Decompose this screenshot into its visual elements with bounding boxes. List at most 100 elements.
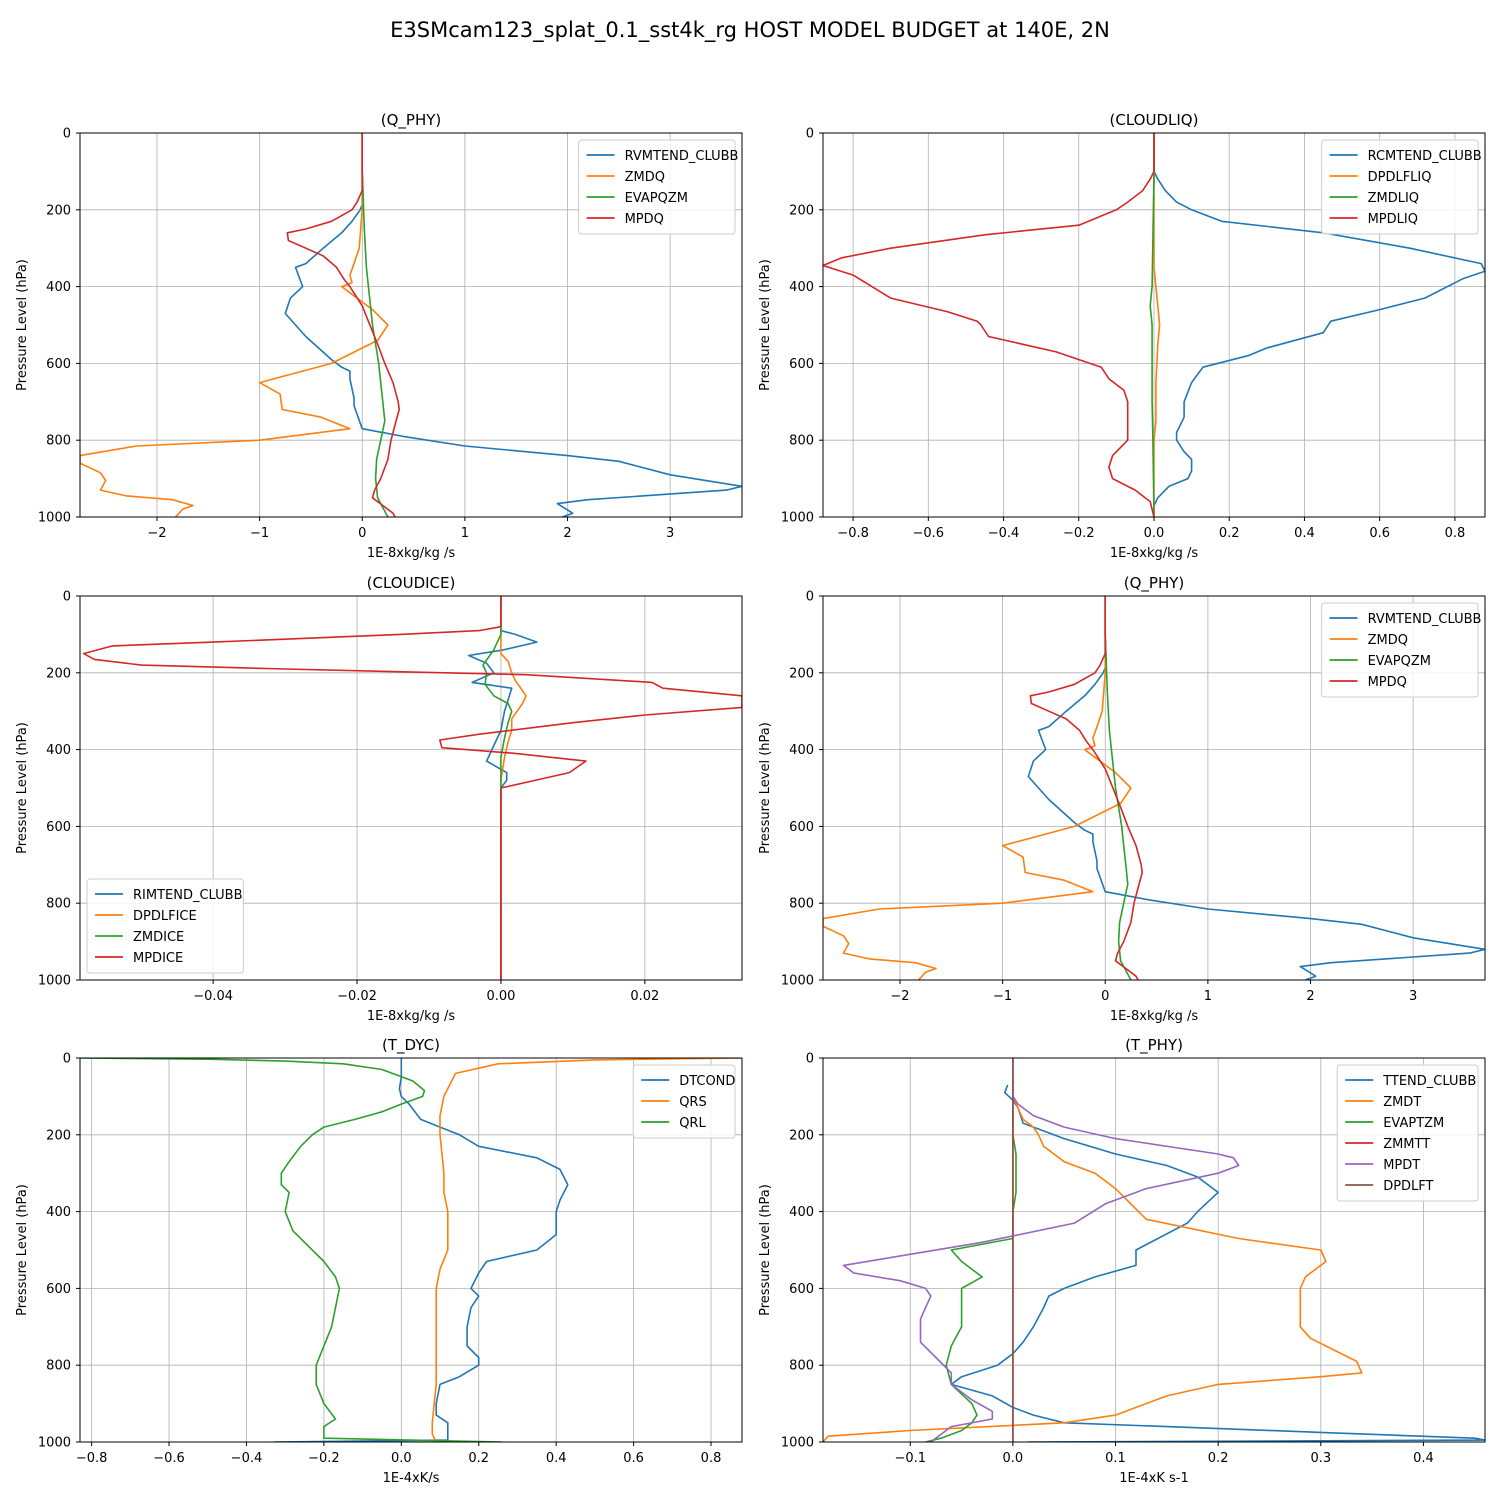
series-line-dtcond	[273, 1058, 569, 1442]
x-tick-label: 1	[461, 526, 469, 541]
x-tick-label: −0.8	[76, 1451, 108, 1466]
y-tick-label: 600	[789, 820, 814, 835]
legend-label: RCMTEND_CLUBB	[1368, 149, 1482, 164]
legend-box	[1336, 1064, 1479, 1202]
legend-label: MPDICE	[133, 951, 183, 966]
y-tick-label: 1000	[38, 1436, 71, 1451]
series-line-zmdt	[823, 1096, 1363, 1442]
series-group	[823, 596, 1485, 980]
y-tick-label: 1000	[38, 511, 71, 526]
legend-box	[86, 878, 244, 974]
y-tick-label: 1000	[781, 974, 814, 989]
x-tick-label: −0.6	[913, 526, 945, 541]
legend-label: QRS	[679, 1095, 707, 1110]
chart-panel-1: −2 −1 0 1 2 3 0 200 400 600 800 1000 (Q_PHY) 1E-8xkg/…	[15, 111, 743, 561]
x-tick-label: −1	[250, 526, 269, 541]
x-tick-label: 0.4	[1294, 526, 1315, 541]
series-line-rvmtend-clubb	[1027, 596, 1485, 980]
x-tick-label: −0.6	[153, 1451, 185, 1466]
series-line-zmdq	[823, 596, 1132, 980]
y-tick-label: 1000	[781, 511, 814, 526]
x-axis-label: 1E-8xkg/kg /s	[367, 546, 456, 561]
y-axis-label: Pressure Level (hPa)	[15, 259, 30, 391]
x-tick-label: 0.2	[1219, 526, 1240, 541]
chart-title: (CLOUDLIQ)	[1110, 111, 1199, 129]
x-axis-label: 1E-4xK/s	[383, 1471, 440, 1486]
x-tick-label: 2	[1306, 989, 1314, 1004]
y-axis-label: Pressure Level (hPa)	[758, 1184, 773, 1316]
legend-label: DPDLFLIQ	[1368, 170, 1432, 185]
legend-box	[1321, 602, 1479, 698]
axes-frame	[822, 1057, 1486, 1443]
series-group	[823, 133, 1485, 517]
series-line-mpdice	[82, 596, 742, 980]
series-line-rcmtend-clubb	[1153, 133, 1485, 506]
y-tick-label: 800	[789, 897, 814, 912]
x-axis-label: 1E-8xkg/kg /s	[1110, 1009, 1199, 1024]
series-group	[80, 133, 742, 517]
x-tick-label: −0.8	[837, 526, 869, 541]
x-axis-label: 1E-8xkg/kg /s	[1110, 546, 1199, 561]
series-line-evapqzm	[361, 133, 389, 517]
y-tick-label: 0	[63, 1052, 71, 1067]
x-tick-label: −0.2	[1063, 526, 1095, 541]
x-tick-label: 0.4	[1413, 1451, 1434, 1466]
x-tick-label: 0.0	[1003, 1451, 1024, 1466]
y-tick-label: 200	[46, 666, 71, 681]
legend-label: EVAPQZM	[1368, 654, 1431, 669]
legend-label: MPDLIQ	[1368, 212, 1418, 227]
series-group	[80, 1058, 742, 1442]
x-tick-label: 0.2	[468, 1451, 489, 1466]
x-tick-label: 2	[563, 526, 571, 541]
x-tick-label: −0.4	[988, 526, 1020, 541]
y-axis-label: Pressure Level (hPa)	[758, 259, 773, 391]
x-tick-label: 0.8	[1445, 526, 1466, 541]
y-tick-label: 400	[789, 1205, 814, 1220]
legend-box	[632, 1064, 736, 1139]
y-tick-label: 400	[789, 743, 814, 758]
y-tick-label: 0	[63, 127, 71, 142]
legend-label: TTEND_CLUBB	[1382, 1074, 1476, 1089]
x-tick-label: −0.2	[308, 1451, 340, 1466]
series-line-qrs	[431, 1058, 742, 1442]
chart-title: (CLOUDICE)	[367, 574, 456, 592]
figure-title: E3SMcam123_splat_0.1_sst4k_rg HOST MODEL…	[390, 18, 1110, 43]
y-tick-label: 200	[789, 1128, 814, 1143]
y-tick-label: 800	[46, 897, 71, 912]
y-tick-label: 600	[46, 820, 71, 835]
x-tick-label: 0.4	[546, 1451, 567, 1466]
series-line-mpdliq	[823, 133, 1155, 517]
y-tick-label: 0	[806, 590, 814, 605]
series-group	[823, 1058, 1485, 1442]
legend-label: EVAPTZM	[1383, 1116, 1444, 1131]
series-line-zmdliq	[1149, 133, 1155, 517]
x-tick-label: 0.02	[630, 989, 659, 1004]
series-line-evaptzm	[925, 1096, 1017, 1442]
legend: RVMTEND_CLUBB ZMDQ EVAPQZM MPDQ	[578, 139, 738, 235]
y-tick-label: 200	[46, 203, 71, 218]
x-tick-label: −0.04	[193, 989, 233, 1004]
x-axis-label: 1E-4xK s-1	[1119, 1471, 1189, 1486]
y-tick-label: 200	[789, 203, 814, 218]
axes-frame	[79, 1057, 743, 1443]
axes-frame	[79, 132, 743, 518]
axes-frame	[822, 595, 1486, 981]
y-tick-label: 400	[46, 1205, 71, 1220]
legend: RVMTEND_CLUBB ZMDQ EVAPQZM MPDQ	[1321, 602, 1481, 698]
chart-panel-4: −2 −1 0 1 2 3 0 200 400 600 800 1000 (Q_PHY) 1E-8xkg/…	[758, 574, 1486, 1024]
y-tick-label: 200	[789, 666, 814, 681]
series-line-rvmtend-clubb	[284, 133, 742, 517]
chart-panel-2: −0.8 −0.6 −0.4 −0.2 0.0 0.2 0.4 0.6 0.8 0 200 400 60…	[758, 111, 1486, 561]
x-tick-label: 0.6	[623, 1451, 644, 1466]
axes-frame	[79, 595, 743, 981]
x-tick-label: 0.1	[1105, 1451, 1126, 1466]
series-line-evapqzm	[1104, 596, 1132, 980]
series-line-mpdt	[842, 1058, 1240, 1442]
x-tick-label: 3	[666, 526, 674, 541]
y-axis-label: Pressure Level (hPa)	[758, 722, 773, 854]
legend-label: ZMMTT	[1383, 1137, 1430, 1152]
chart-title: (T_DYC)	[382, 1036, 440, 1055]
legend-box	[578, 139, 736, 235]
x-tick-label: 3	[1409, 989, 1417, 1004]
